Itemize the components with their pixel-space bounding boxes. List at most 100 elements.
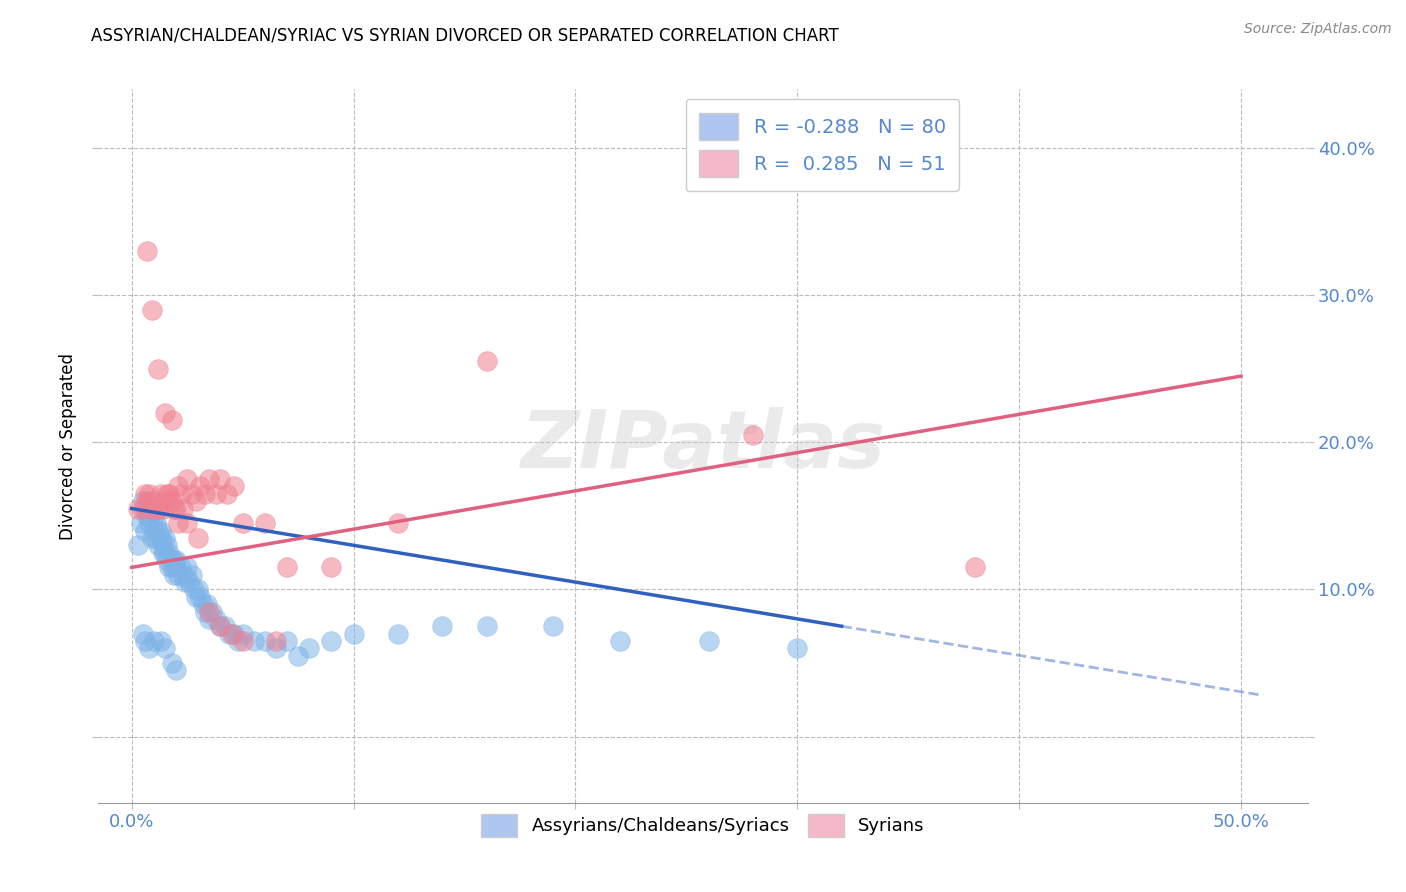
Point — [742, 428, 765, 442]
Point — [222, 479, 245, 493]
Point — [697, 634, 720, 648]
Point — [138, 516, 160, 531]
Point — [138, 641, 160, 656]
Point — [209, 619, 232, 633]
Point — [253, 634, 276, 648]
Point — [163, 567, 186, 582]
Point — [132, 626, 155, 640]
Point — [218, 626, 240, 640]
Point — [180, 567, 202, 582]
Point — [194, 605, 217, 619]
Point — [127, 501, 149, 516]
Point — [169, 560, 191, 574]
Point — [156, 553, 179, 567]
Point — [141, 501, 163, 516]
Point — [134, 487, 156, 501]
Point — [221, 626, 243, 640]
Point — [321, 634, 343, 648]
Point — [149, 524, 172, 538]
Point — [276, 634, 298, 648]
Point — [232, 626, 254, 640]
Point — [190, 479, 212, 493]
Point — [342, 626, 364, 640]
Point — [176, 571, 198, 585]
Point — [160, 494, 183, 508]
Point — [132, 501, 155, 516]
Point — [253, 516, 276, 531]
Point — [160, 413, 183, 427]
Point — [136, 244, 159, 258]
Point — [169, 487, 191, 501]
Point — [142, 494, 165, 508]
Point — [172, 501, 194, 516]
Point — [141, 531, 163, 545]
Point — [475, 619, 498, 633]
Point — [134, 634, 156, 648]
Point — [387, 626, 409, 640]
Point — [184, 494, 207, 508]
Point — [172, 567, 194, 582]
Point — [187, 582, 209, 597]
Point — [226, 634, 249, 648]
Text: ZIPatlas: ZIPatlas — [520, 407, 886, 485]
Point — [141, 501, 163, 516]
Point — [187, 531, 209, 545]
Point — [156, 487, 179, 501]
Point — [176, 560, 198, 574]
Point — [167, 567, 190, 582]
Point — [148, 538, 170, 552]
Point — [149, 531, 172, 545]
Point — [153, 531, 176, 545]
Point — [432, 619, 454, 633]
Point — [179, 575, 201, 590]
Point — [232, 634, 254, 648]
Point — [156, 538, 179, 552]
Point — [141, 302, 163, 317]
Point — [387, 516, 409, 531]
Point — [160, 553, 183, 567]
Point — [242, 634, 264, 648]
Point — [183, 582, 205, 597]
Point — [157, 560, 180, 574]
Point — [142, 508, 165, 523]
Point — [165, 560, 187, 574]
Point — [232, 516, 254, 531]
Point — [191, 597, 214, 611]
Point — [163, 501, 186, 516]
Point — [149, 634, 172, 648]
Legend: Assyrians/Chaldeans/Syriacs, Syrians: Assyrians/Chaldeans/Syriacs, Syrians — [474, 807, 932, 844]
Point — [138, 508, 160, 523]
Point — [127, 538, 149, 552]
Point — [298, 641, 321, 656]
Point — [195, 597, 218, 611]
Y-axis label: Divorced or Separated: Divorced or Separated — [59, 352, 77, 540]
Point — [157, 487, 180, 501]
Point — [145, 516, 167, 531]
Text: ASSYRIAN/CHALDEAN/SYRIAC VS SYRIAN DIVORCED OR SEPARATED CORRELATION CHART: ASSYRIAN/CHALDEAN/SYRIAC VS SYRIAN DIVOR… — [91, 27, 839, 45]
Point — [609, 634, 631, 648]
Point — [142, 634, 165, 648]
Point — [153, 406, 176, 420]
Point — [149, 487, 172, 501]
Point — [167, 516, 190, 531]
Point — [165, 664, 187, 678]
Point — [160, 560, 183, 574]
Point — [194, 487, 217, 501]
Point — [475, 354, 498, 368]
Point — [167, 479, 190, 493]
Point — [264, 634, 287, 648]
Point — [198, 612, 221, 626]
Point — [142, 524, 165, 538]
Point — [198, 605, 221, 619]
Point — [165, 553, 187, 567]
Point — [198, 472, 221, 486]
Point — [209, 619, 232, 633]
Point — [786, 641, 808, 656]
Point — [205, 612, 228, 626]
Point — [148, 361, 170, 376]
Point — [190, 590, 212, 604]
Point — [165, 501, 187, 516]
Point — [264, 641, 287, 656]
Point — [136, 494, 159, 508]
Point — [287, 648, 309, 663]
